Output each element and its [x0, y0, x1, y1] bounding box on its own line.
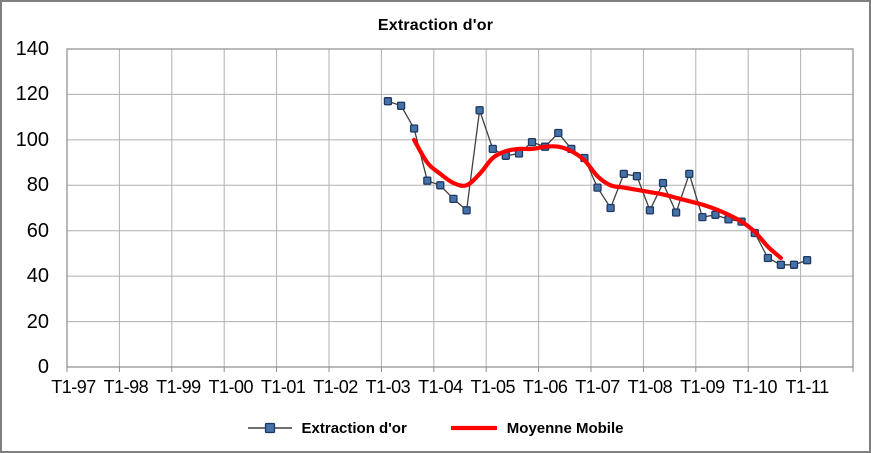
legend-item-extraction: Extraction d'or	[247, 419, 407, 437]
series-extraction-marker	[711, 210, 720, 219]
y-tick-label: 80	[26, 174, 49, 197]
x-tick-label: T1-09	[680, 377, 725, 397]
series-extraction-marker	[383, 97, 393, 106]
legend: Extraction d'or Moyenne Mobile	[2, 413, 869, 443]
x-tick-label: T1-02	[313, 377, 358, 397]
series-extraction-marker	[396, 101, 406, 110]
x-tick-label: T1-99	[156, 377, 201, 397]
x-tick-label: T1-01	[260, 377, 306, 397]
series-extraction-marker	[449, 194, 458, 204]
x-tick-label: T1-06	[522, 377, 568, 397]
chart-title: Extraction d'or	[377, 17, 494, 34]
series-extraction-marker	[645, 206, 655, 215]
series-extraction-marker	[527, 137, 537, 147]
series-extraction-marker	[802, 256, 812, 265]
x-tick-label: T1-05	[470, 377, 516, 397]
series-extraction-marker	[776, 260, 786, 269]
x-tick-label: T1-04	[418, 377, 463, 397]
y-tick-label: 20	[26, 310, 49, 333]
y-tick-label: 0	[37, 356, 49, 378]
y-tick-label: 100	[15, 128, 49, 151]
y-tick-label: 40	[26, 265, 49, 288]
legend-label-extraction: Extraction d'or	[301, 419, 407, 437]
x-tick-label: T1-97	[51, 377, 96, 397]
series-extraction-marker	[658, 178, 668, 188]
x-tick-label: T1-07	[575, 377, 620, 397]
plot-border	[66, 48, 854, 368]
x-tick-label: T1-98	[103, 377, 149, 397]
series-extraction-marker	[606, 203, 615, 213]
red-line-sample-icon	[450, 425, 497, 431]
series-extraction-marker	[475, 106, 484, 115]
series-extraction-marker	[593, 183, 602, 192]
series-extraction-marker	[423, 176, 432, 185]
x-tick-label: T1-11	[785, 377, 830, 397]
y-tick-label: 120	[15, 83, 49, 106]
legend-item-moyenne: Moyenne Mobile	[450, 419, 624, 437]
series-extraction-marker	[632, 172, 642, 181]
series-extraction-marker	[685, 169, 694, 179]
line-marker-sample-icon	[247, 422, 292, 434]
x-tick-label: T1-08	[627, 377, 673, 397]
series-extraction-marker	[488, 144, 497, 154]
series-extraction-marker	[409, 124, 419, 133]
x-tick-label: T1-10	[732, 377, 778, 397]
legend-label-moyenne: Moyenne Mobile	[506, 419, 624, 437]
x-tick-label: T1-00	[208, 377, 254, 397]
y-tick-label: 60	[26, 219, 49, 242]
series-extraction-marker	[619, 169, 628, 179]
series-extraction-marker	[436, 181, 445, 190]
series-extraction-marker	[789, 260, 799, 269]
series-extraction-marker	[462, 206, 471, 215]
series-extraction-marker	[763, 253, 773, 263]
y-tick-label: 140	[15, 38, 49, 60]
x-tick-label: T1-03	[365, 377, 411, 397]
series-extraction-marker	[554, 128, 563, 138]
series-extraction-marker	[671, 208, 681, 217]
series-extraction-marker	[698, 212, 707, 222]
series-moyenne-line	[412, 137, 783, 261]
